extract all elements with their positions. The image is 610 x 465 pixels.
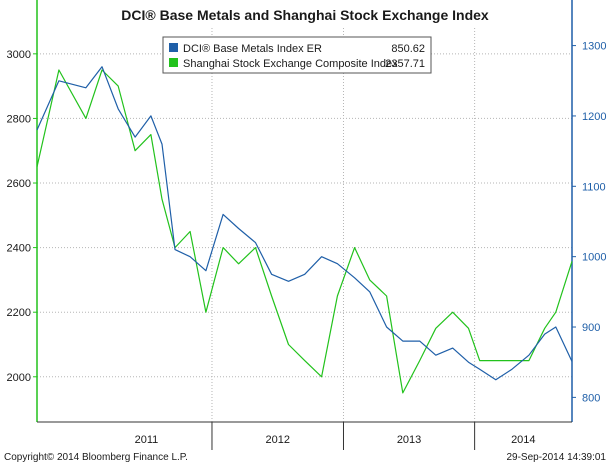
legend-swatch-shanghai <box>169 58 178 67</box>
left-tick-label: 2200 <box>7 307 31 319</box>
left-tick-label: 2400 <box>7 243 31 255</box>
x-tick-label: 2012 <box>265 434 289 446</box>
copyright-text: Copyright© 2014 Bloomberg Finance L.P. <box>4 452 188 463</box>
series-line-shanghai <box>36 69 573 394</box>
x-tick-label: 2011 <box>135 434 159 446</box>
x-tick-label: 2014 <box>511 434 535 446</box>
right-tick-label: 1000 <box>582 252 606 264</box>
left-tick-label: 2600 <box>7 178 31 190</box>
x-tick-label: 2013 <box>397 434 421 446</box>
right-tick-label: 1100 <box>582 181 606 193</box>
series-line-dci <box>36 66 573 381</box>
legend: DCI® Base Metals Index ER 850.62 Shangha… <box>162 36 432 74</box>
right-tick-label: 1300 <box>582 41 606 53</box>
legend-box <box>162 36 432 74</box>
left-tick-label: 2800 <box>7 113 31 125</box>
left-tick-label: 2000 <box>7 372 31 384</box>
right-tick-label: 900 <box>582 322 600 334</box>
left-tick-label: 3000 <box>7 49 31 61</box>
legend-value-dci: 850.62 <box>391 43 425 55</box>
timestamp-text: 29-Sep-2014 14:39:01 <box>506 452 606 463</box>
legend-swatch-dci <box>169 43 178 52</box>
legend-value-shanghai: 2357.71 <box>385 58 425 70</box>
chart-title: DCI® Base Metals and Shanghai Stock Exch… <box>121 7 489 23</box>
right-tick-label: 1200 <box>582 111 606 123</box>
legend-label-dci: DCI® Base Metals Index ER <box>183 43 322 55</box>
right-tick-label: 800 <box>582 392 600 404</box>
legend-label-shanghai: Shanghai Stock Exchange Composite Index <box>183 58 398 70</box>
plot-area: 2000 2200 2400 2600 2800 3000 800 900 1000 1100 12… <box>7 0 606 450</box>
